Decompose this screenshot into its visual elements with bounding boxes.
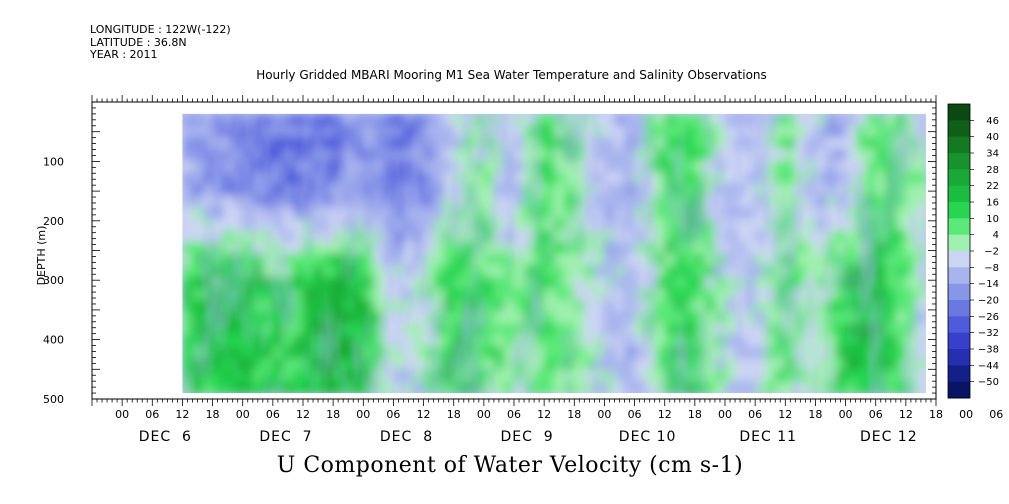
colorbar-swatch [948,300,970,317]
x-tick-label: 18 [567,408,581,421]
x-tick-label: 12 [296,408,310,421]
colorbar-label: 22 [986,181,999,192]
x-tick-label: 00 [959,408,973,421]
y-tick-label: 300 [43,274,64,287]
colorbar-label: 40 [986,132,999,143]
x-tick-label: 12 [175,408,189,421]
x-tick-label: 06 [507,408,521,421]
chart-title-text: Hourly Gridded MBARI Mooring M1 Sea Wate… [256,68,767,82]
colorbar-label: −38 [978,345,999,356]
x-tick-label: 00 [477,408,491,421]
x-day-label: DEC 6 [139,429,192,445]
colorbar-label: −44 [978,361,999,372]
x-tick-label: 12 [417,408,431,421]
colorbar-swatch [948,349,970,366]
x-day-label: DEC 12 [860,429,918,445]
colorbar-swatch [948,120,970,138]
x-tick-label: 18 [447,408,461,421]
colorbar-label: −26 [978,312,999,323]
colorbar-label: 10 [986,214,999,225]
colorbar-label: 4 [993,230,999,241]
x-tick-label: 00 [839,408,853,421]
x-tick-label: 06 [628,408,642,421]
x-day-label: DEC 7 [259,429,312,445]
latitude-text: LATITUDE : 36.8N [90,35,187,49]
location-header: LONGITUDE : 122W(-122) LATITUDE : 36.8N … [90,23,231,62]
colorbar-label: −50 [978,377,999,388]
heatmap-texture [182,113,926,394]
colorbar-swatch [948,234,970,252]
x-day-label: DEC 8 [380,429,433,445]
heatmap [182,113,926,394]
x-tick-label: 06 [748,408,762,421]
colorbar-swatch [948,169,970,187]
colorbar-swatch [948,153,970,170]
axes: 00 06 12 18 00 06 12 18 00 06 12 18 00 06 12 18 00 06 12 18… [35,95,1003,445]
x-tick-label: 12 [658,408,672,421]
y-tick-label: 500 [43,393,64,406]
x-tick-label: 18 [206,408,220,421]
colorbar-label: 16 [986,198,999,209]
colorbar-swatch [948,218,970,236]
x-tick-label: 18 [929,408,943,421]
x-tick-label: 18 [808,408,822,421]
x-tick-label: 18 [688,408,702,421]
colorbar-swatch [948,365,970,383]
colorbar-swatch [948,104,970,121]
x-tick-label: 12 [899,408,913,421]
colorbar-swatch [948,316,970,334]
colorbar-swatch [948,267,970,285]
x-tick-label: 00 [718,408,732,421]
colorbar-swatch [948,202,970,219]
colorbar-label: −14 [978,279,999,290]
colorbar: 46 40 34 28 22 16 10 4 −2 −8 −14 −20 −26 −32 −38 −44 −50 [947,103,999,399]
chart-title: Hourly Gridded MBARI Mooring M1 Sea Wate… [0,68,1009,82]
x-tick-label: 18 [326,408,340,421]
colorbar-swatch [948,381,970,399]
x-tick-label: 12 [537,408,551,421]
colorbar-swatch [948,283,970,301]
year-text: YEAR : 2011 [90,48,158,61]
x-day-label: DEC 11 [739,429,797,445]
y-tick-label: 100 [43,155,64,168]
x-tick-label: 00 [115,408,129,421]
colorbar-swatch [948,185,970,203]
x-tick-label: 06 [266,408,280,421]
x-tick-label: 00 [356,408,370,421]
y-tick-label: 200 [43,215,64,228]
colorbar-label: 34 [986,149,999,160]
x-tick-label: 06 [869,408,883,421]
colorbar-swatch [948,332,970,350]
x-tick-label: 00 [597,408,611,421]
colorbar-label: −20 [978,296,999,307]
colorbar-swatch [948,251,970,268]
colorbar-label: −8 [984,263,999,274]
colorbar-label: 46 [986,116,999,127]
longitude-text: LONGITUDE : 122W(-122) [90,23,231,36]
y-tick-label: 400 [43,334,64,347]
x-tick-label: 00 [236,408,250,421]
x-tick-label: 06 [145,408,159,421]
variable-title: U Component of Water Velocity (cm s-1) [276,453,744,478]
colorbar-label: −2 [984,247,999,258]
x-tick-label: 06 [386,408,400,421]
x-tick-label: 12 [778,408,792,421]
x-tick-label: 06 [989,408,1003,421]
x-day-label: DEC 9 [500,429,553,445]
x-day-label: DEC 10 [619,429,677,445]
y-axis-label: DEPTH (m) [35,226,48,286]
colorbar-label: 28 [986,165,999,176]
heatmap-texture-rect [182,113,926,394]
colorbar-swatch [948,136,970,154]
colorbar-label: −32 [978,328,999,339]
